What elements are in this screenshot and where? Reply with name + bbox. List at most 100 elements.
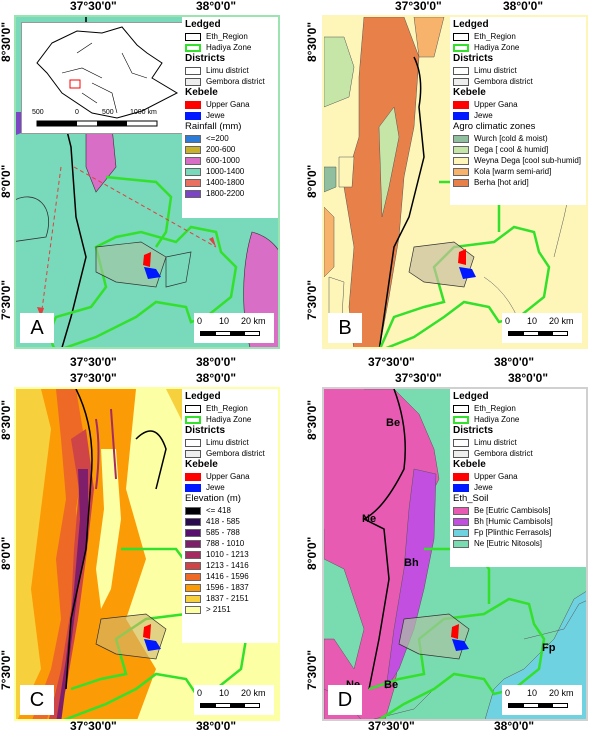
b-gembora-swatch [453, 77, 469, 86]
lat-c-top: 8°30'0" [0, 399, 13, 440]
lat-a-bottom: 7°30'0" [0, 279, 13, 320]
legend-class-swatch [453, 134, 469, 143]
legend-class-swatch [185, 156, 201, 165]
scale-bar-a: 0 10 20 km [194, 313, 274, 343]
legend-class-label: 1596 - 1837 [206, 583, 249, 592]
lat-a-top: 8°30'0" [0, 21, 13, 62]
soil-label-bh: Bh [404, 557, 419, 569]
c-scale-20: 20 km [241, 688, 266, 698]
lat-d-mid: 8°0'0" [305, 536, 319, 570]
gembora-swatch [185, 77, 201, 86]
legend-class-label: 1837 - 2151 [206, 594, 249, 603]
d-scale-20: 20 km [549, 688, 574, 698]
legend-districts-title: Districts [185, 53, 226, 64]
legend-class-swatch [185, 145, 201, 154]
scale-20: 20 km [241, 316, 266, 326]
legend-class-row: 788 - 1010 [185, 538, 278, 549]
legend-class-swatch [453, 539, 469, 548]
lon-label-lower-left: 37°30'0" [70, 371, 117, 385]
legend-c-eth-region: Eth_Region [206, 404, 248, 413]
legend-d-ledged-title: Ledged [453, 391, 489, 402]
scale-10: 10 [219, 316, 230, 326]
lon-label-bottom-mid: 38°0'0" [196, 719, 237, 733]
rainfall-list: <=200 200-600 600-1000 1000-1400 1400-1800 18… [185, 133, 278, 199]
legend-class-row: 200-600 [185, 144, 278, 155]
lon-label-mid-mid: 38°0'0" [196, 355, 237, 369]
legend-b-ledged-title: Ledged [453, 19, 489, 30]
legend-class-row: 585 - 788 [185, 527, 278, 538]
legend-c-upper-gana: Upper Gana [206, 472, 250, 481]
c-hadiya-zone-swatch [185, 415, 201, 424]
legend-b-kebele-title: Kebele [453, 87, 486, 98]
legend-class-swatch [185, 167, 201, 176]
panel-a-rainfall-map: 500 0 500 1000 km Ledged Eth_Region Hadi… [14, 15, 280, 349]
legend-class-swatch [453, 178, 469, 187]
legend-c-hadiya-zone: Hadiya Zone [206, 415, 252, 424]
soil-label-be-bottom: Be [384, 679, 399, 691]
legend-d-jewe: Jewe [474, 483, 493, 492]
eth-region-swatch [185, 32, 201, 41]
legend-class-swatch [185, 561, 201, 570]
lon-label-bottom-right1: 37°30'0" [368, 719, 415, 733]
legend-class-row: 1416 - 1596 [185, 571, 278, 582]
c-scale-10: 10 [219, 688, 230, 698]
legend-elev-title: Elevation (m) [185, 493, 241, 504]
lon-label-mid-right2: 38°0'0" [494, 355, 535, 369]
legend-c-jewe: Jewe [206, 483, 225, 492]
inset-scale-1000: 1000 km [130, 109, 157, 116]
legend-d-kebele-title: Kebele [453, 459, 486, 470]
c-gembora-swatch [185, 449, 201, 458]
legend-class-label: Kola [warm semi-arid] [474, 167, 552, 176]
limu-swatch [185, 66, 201, 75]
lat-c-bottom: 7°30'0" [0, 649, 13, 690]
jewe-swatch [185, 111, 201, 120]
legend-class-row: 1400-1800 [185, 177, 278, 188]
legend-c-kebele-title: Kebele [185, 459, 218, 470]
legend-d-gembora: Gembora district [474, 449, 533, 458]
lon-label-top-mid: 38°0'0" [196, 0, 237, 13]
inset-scale-500a: 500 [32, 109, 44, 116]
c-upper-gana-swatch [185, 472, 201, 481]
lon-label-mid-right1: 37°30'0" [368, 355, 415, 369]
legend-class-swatch [453, 156, 469, 165]
legend-c: Ledged Eth_Region Hadiya Zone Districts … [182, 389, 278, 643]
hadiya-zone-swatch [185, 43, 201, 52]
legend-class-swatch [185, 189, 201, 198]
legend-class-row: 1213 - 1416 [185, 560, 278, 571]
legend-class-row: 1010 - 1213 [185, 549, 278, 560]
legend-class-swatch [185, 583, 201, 592]
legend-soil-title: Eth_Soil [453, 493, 489, 504]
legend-agro-title: Agro climatic zones [453, 121, 536, 132]
d-hadiya-zone-swatch [453, 415, 469, 424]
upper-gana-swatch [185, 100, 201, 109]
soil-label-ne-left: Ne [362, 513, 377, 525]
legend-limu: Limu district [206, 66, 249, 75]
c-eth-region-swatch [185, 404, 201, 413]
legend-b-upper-gana: Upper Gana [474, 100, 518, 109]
lat-d-top: 8°30'0" [305, 399, 319, 440]
panel-letter-a: A [20, 313, 54, 343]
scale-bar-b: 0 10 20 km [502, 313, 582, 343]
panel-b-agroclimatic-map: Ledged Eth_Region Hadiya Zone Districts … [322, 15, 588, 349]
legend-b-limu: Limu district [474, 66, 517, 75]
legend-class-swatch [453, 145, 469, 154]
lon-label-mid-left: 37°30'0" [70, 355, 117, 369]
legend-b: Ledged Eth_Region Hadiya Zone Districts … [450, 17, 586, 205]
legend-jewe: Jewe [206, 111, 225, 120]
legend-class-label: Fp [Plinthic Ferrasols] [474, 528, 552, 537]
panel-letter-c: C [20, 685, 54, 715]
legend-class-row: <=200 [185, 133, 278, 144]
legend-class-row: Fp [Plinthic Ferrasols] [453, 527, 586, 538]
legend-b-districts-title: Districts [453, 53, 494, 64]
legend-class-row: Be [Eutric Cambisols] [453, 505, 586, 516]
legend-b-jewe: Jewe [474, 111, 493, 120]
legend-class-swatch [185, 572, 201, 581]
legend-c-ledged-title: Ledged [185, 391, 221, 402]
ethiopia-inset-map: 500 0 500 1000 km [21, 22, 186, 134]
legend-class-swatch [185, 134, 201, 143]
legend-class-label: 1416 - 1596 [206, 572, 249, 581]
legend-class-row: > 2151 [185, 604, 278, 615]
legend-class-label: 1400-1800 [206, 178, 245, 187]
legend-class-label: Wurch [cold & moist) [474, 134, 548, 143]
d-scale-0: 0 [505, 688, 511, 698]
